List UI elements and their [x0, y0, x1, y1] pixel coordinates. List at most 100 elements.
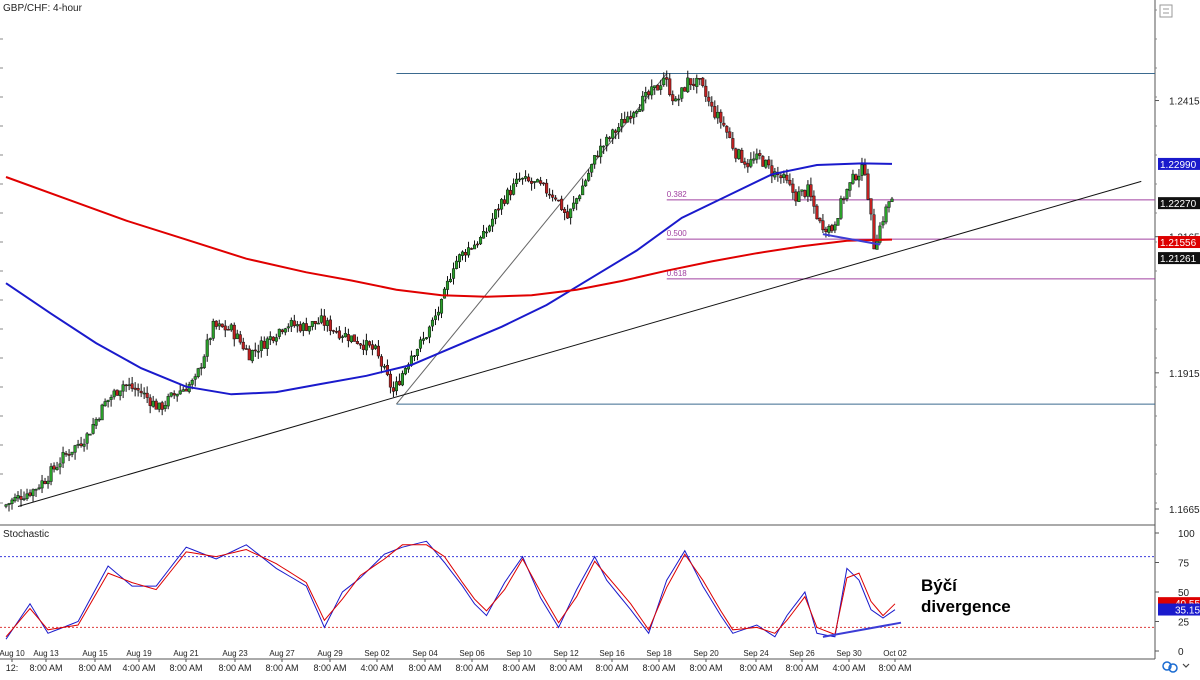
bullish-candle [878, 225, 882, 243]
bearish-candle [130, 383, 134, 389]
time-axis-time-label: 4:00 AM [122, 663, 155, 673]
time-axis-date-label: Sep 16 [599, 649, 625, 658]
bearish-candle [247, 348, 251, 361]
bullish-candle [515, 178, 519, 184]
price-pane: 1.166541.191541.216541.24154 0.3820.5000… [0, 0, 1200, 660]
bearish-candle [614, 130, 618, 133]
bullish-candle [97, 418, 101, 421]
bearish-candle [262, 340, 266, 349]
time-axis-date-label: Sep 18 [646, 649, 672, 658]
time-axis-date-label: Aug 23 [222, 649, 248, 658]
time-axis-time-label: 8:00 AM [29, 663, 62, 673]
bullish-candle [295, 324, 299, 327]
bullish-candle [884, 206, 888, 223]
sync-icon[interactable] [1162, 661, 1178, 673]
time-axis-date-label: Sep 12 [553, 649, 579, 658]
bullish-candle [695, 77, 699, 87]
time-axis-date-label: Sep 10 [506, 649, 532, 658]
bullish-candle [340, 336, 344, 338]
fib-level-label: 0.500 [667, 229, 688, 238]
bullish-candle [274, 337, 278, 342]
bearish-candle [253, 349, 257, 352]
bullish-candle [881, 221, 885, 226]
bullish-candle [34, 488, 38, 491]
price-axis-label: 1.16654 [1169, 505, 1200, 516]
time-axis-time-label: 8:00 AM [169, 663, 202, 673]
bullish-candle [7, 503, 11, 506]
bullish-candle [250, 350, 254, 362]
bearish-candle [271, 336, 275, 342]
bullish-candle [569, 208, 573, 218]
bearish-candle [608, 137, 612, 139]
bearish-candle [713, 106, 717, 118]
bearish-candle [722, 122, 726, 126]
bearish-candle [560, 198, 564, 210]
bullish-candle [193, 376, 197, 380]
price-tag-label: 1.22270 [1160, 199, 1197, 210]
time-axis-time-label: 8:00 AM [455, 663, 488, 673]
bearish-candle [734, 148, 738, 159]
bullish-candle [716, 111, 720, 119]
time-axis-time-label: 8:00 AM [408, 663, 441, 673]
bearish-candle [52, 465, 56, 470]
bearish-candle [854, 174, 858, 180]
bearish-candle [136, 388, 140, 391]
bearish-candle [791, 183, 795, 193]
bullish-candle [283, 328, 287, 333]
bullish-candle [415, 348, 420, 356]
bullish-candle [16, 495, 20, 499]
bearish-candle [361, 344, 365, 350]
stochastic-axis-label: 25 [1178, 618, 1190, 629]
bearish-candle [304, 323, 308, 331]
bearish-candle [719, 111, 723, 123]
bullish-candle [289, 320, 293, 327]
bullish-candle [650, 86, 654, 96]
bullish-candle [506, 189, 510, 204]
bearish-candle [545, 182, 549, 194]
bullish-candle [845, 189, 849, 200]
bullish-candle [887, 201, 891, 208]
bullish-candle [857, 175, 861, 181]
bullish-candle [472, 244, 477, 250]
bearish-candle [842, 198, 846, 200]
bullish-candle [481, 230, 486, 239]
bearish-candle [770, 165, 774, 177]
bullish-candle [638, 109, 642, 112]
bullish-candle [265, 338, 269, 349]
time-axis-time-label: 8:00 AM [218, 663, 251, 673]
bearish-candle [238, 334, 242, 343]
bearish-candle [563, 208, 567, 213]
stochastic-axis-label: 100 [1178, 529, 1195, 540]
chevron-down-icon[interactable] [1182, 663, 1190, 668]
bullish-candle [85, 433, 89, 444]
bearish-candle [710, 101, 714, 107]
bullish-candle [662, 77, 666, 86]
bullish-candle [578, 195, 582, 200]
annotation-line-2: divergence [921, 597, 1011, 616]
bullish-candle [641, 95, 645, 111]
bearish-candle [145, 392, 149, 398]
price-tag-box [1158, 236, 1200, 249]
time-axis-time-label: 8:00 AM [739, 663, 772, 673]
bullish-candle [457, 254, 462, 263]
bullish-candle [512, 183, 516, 195]
bullish-candle [430, 319, 435, 327]
bearish-candle [665, 77, 669, 80]
bullish-candle [88, 433, 92, 436]
bullish-candle [851, 173, 855, 184]
stochastic-axis-label: 0 [1178, 647, 1184, 658]
bearish-candle [322, 315, 326, 326]
bullish-candle [427, 326, 432, 338]
bearish-candle [139, 390, 143, 394]
bearish-candle [869, 198, 873, 215]
price-tag-label: 1.21556 [1160, 238, 1197, 249]
time-axis-date-label: Aug 19 [126, 649, 152, 658]
time-axis-time-label: 8:00 AM [265, 663, 298, 673]
bullish-candle [806, 184, 810, 197]
bullish-candle [403, 368, 407, 375]
settings-icon[interactable] [1159, 4, 1173, 18]
bearish-candle [367, 341, 371, 346]
bearish-candle [475, 243, 480, 246]
bullish-candle [91, 424, 95, 434]
